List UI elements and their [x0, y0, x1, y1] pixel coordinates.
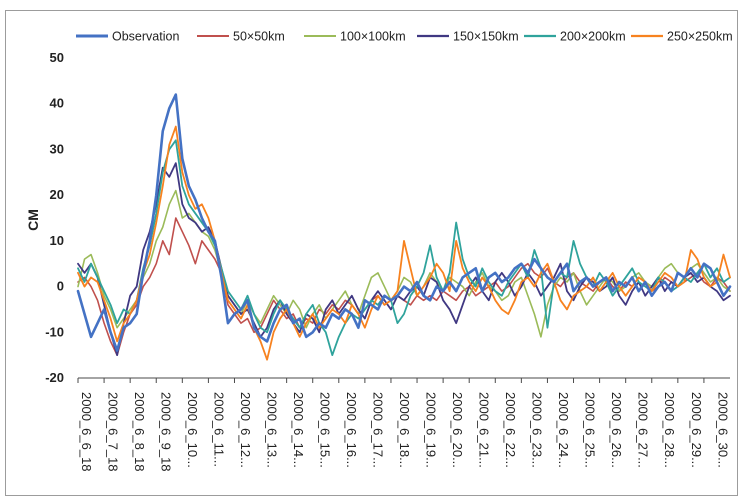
y-axis-label: CM — [25, 209, 41, 231]
x-tick-label: 2000_6_22... — [503, 392, 518, 468]
x-tick-label: 2000_6_15... — [318, 392, 333, 468]
y-tick-label: -10 — [45, 324, 64, 339]
series-layer — [76, 93, 732, 361]
x-tick-label: 2000_6_19... — [424, 392, 439, 468]
x-tick-label: 2000_6_28... — [662, 392, 677, 468]
y-tick-label: 0 — [57, 279, 64, 294]
x-tick-label: 2000_6_21... — [477, 392, 492, 468]
y-tick-label: -20 — [45, 370, 64, 385]
chart-frame — [5, 10, 738, 496]
x-tick-label: 2000_6_11... — [212, 392, 227, 467]
x-tick-label: 2000_6_20... — [450, 392, 465, 468]
legend-label: 100×100km — [340, 30, 406, 44]
x-tick-label: 2000_6_24... — [556, 392, 571, 468]
y-tick-label: 50 — [50, 50, 64, 65]
x-tick-label: 2000_6_6_18 — [79, 392, 94, 472]
x-tick-label: 2000_6_30... — [715, 392, 730, 468]
legend-label: 250×250km — [667, 30, 733, 44]
x-tick-label: 2000_6_27... — [636, 392, 651, 468]
x-tick-label: 2000_6_25... — [583, 392, 598, 468]
legend-label: 150×150km — [453, 30, 519, 44]
y-tick-label: 30 — [50, 141, 64, 156]
x-tick-label: 2000_6_14... — [291, 392, 306, 468]
legend-label: 50×50km — [233, 30, 285, 44]
y-tick-label: 40 — [50, 96, 64, 111]
x-tick-label: 2000_6_13... — [265, 392, 280, 468]
x-tick-label: 2000_6_17... — [371, 392, 386, 468]
y-tick-label: 20 — [50, 187, 64, 202]
y-tick-label: 10 — [50, 233, 64, 248]
x-tick-label: 2000_6_10... — [185, 392, 200, 468]
legend: Observation 50×50km 100×100km 150×150km 200×… — [76, 30, 733, 44]
x-tick-label: 2000_6_9_18 — [159, 392, 174, 472]
series-line-250-250km — [77, 125, 731, 361]
legend-label: Observation — [112, 30, 179, 44]
x-tick-label: 2000_6_12... — [238, 392, 253, 468]
x-tick-label: 2000_6_16... — [344, 392, 359, 468]
x-tick-label: 2000_6_26... — [609, 392, 624, 468]
x-axis: 2000_6_6_18 2000_6_7_18 2000_6_8_18 2000_6_… — [77, 378, 730, 472]
x-tick-label: 2000_6_23... — [530, 392, 545, 468]
x-tick-label: 2000_6_7_18 — [106, 392, 121, 472]
y-axis: -20 -10 0 10 20 30 40 50 — [45, 50, 64, 385]
x-tick-label: 2000_6_8_18 — [132, 392, 147, 472]
series-line-150-150km — [77, 162, 731, 357]
legend-label: 200×200km — [560, 30, 626, 44]
series-line-observation — [76, 93, 732, 352]
x-tick-label: 2000_6_18... — [397, 392, 412, 468]
x-tick-label: 2000_6_29... — [689, 392, 704, 468]
